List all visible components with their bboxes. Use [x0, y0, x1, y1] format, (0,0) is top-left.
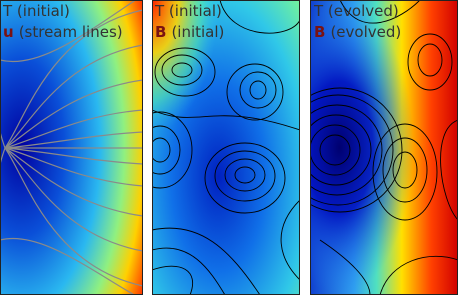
field-lines: [152, 0, 300, 295]
symbol: B: [155, 23, 166, 41]
panel: T (initial) B (initial): [152, 0, 300, 295]
label-text: (stream lines): [19, 23, 123, 41]
panel-label: B (initial): [155, 23, 224, 41]
symbol: B: [314, 23, 325, 41]
symbol: u: [3, 23, 14, 41]
panel: T (initial) u (stream lines): [0, 0, 143, 295]
panel-label: u (stream lines): [3, 23, 123, 41]
stream-lines: [0, 0, 143, 295]
panel-label: T (evolved): [313, 2, 399, 20]
field: [310, 0, 458, 295]
panel-label: B (evolved): [314, 23, 401, 41]
field-lines: [310, 0, 458, 295]
panel-label: T (initial): [2, 2, 70, 20]
label-text: (evolved): [330, 23, 401, 41]
panel: T (evolved) B (evolved): [310, 0, 458, 295]
label-text: (initial): [171, 23, 224, 41]
panel-label: T (initial): [154, 2, 222, 20]
